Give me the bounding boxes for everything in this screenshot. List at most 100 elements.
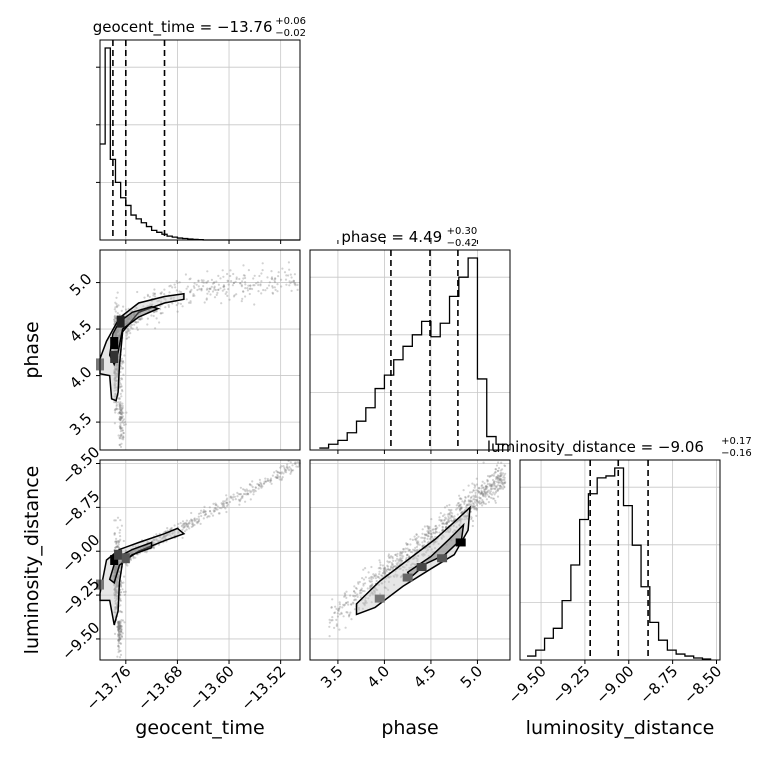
sample-point bbox=[155, 539, 158, 542]
sample-point bbox=[177, 530, 180, 534]
sample-point bbox=[503, 485, 506, 488]
sample-point bbox=[121, 415, 124, 418]
sample-point bbox=[119, 417, 122, 420]
sample-point bbox=[113, 395, 116, 398]
sample-point bbox=[246, 492, 249, 495]
sample-point bbox=[115, 590, 118, 593]
sample-point bbox=[262, 482, 265, 485]
sample-point bbox=[475, 514, 478, 518]
sample-point bbox=[219, 287, 222, 290]
sample-point bbox=[277, 271, 280, 274]
sample-point bbox=[167, 533, 170, 536]
sample-point bbox=[120, 611, 124, 614]
sample-point bbox=[242, 277, 245, 280]
sample-point bbox=[488, 495, 491, 499]
sample-point bbox=[241, 496, 244, 499]
sample-point bbox=[500, 477, 503, 480]
sample-point bbox=[115, 379, 118, 383]
sample-point bbox=[116, 375, 119, 378]
sample-point bbox=[114, 368, 117, 371]
sample-point bbox=[276, 290, 279, 293]
xtick-label-luminosity_distance: −8.75 bbox=[636, 662, 681, 707]
sample-point bbox=[244, 287, 247, 290]
sample-point bbox=[152, 294, 155, 297]
sample-point bbox=[114, 589, 117, 592]
sample-point bbox=[115, 589, 118, 592]
sample-point bbox=[113, 409, 116, 412]
sample-point bbox=[328, 621, 331, 624]
sample-point bbox=[214, 288, 217, 292]
sample-point bbox=[115, 540, 118, 543]
sample-point bbox=[119, 405, 122, 408]
sample-point bbox=[489, 490, 492, 493]
sample-point bbox=[120, 624, 123, 627]
sample-point bbox=[273, 279, 276, 282]
sample-point bbox=[500, 461, 503, 464]
sample-point bbox=[421, 532, 424, 535]
sample-point bbox=[159, 539, 162, 542]
sample-point bbox=[205, 298, 208, 301]
sample-point bbox=[338, 607, 341, 610]
sample-point bbox=[170, 297, 173, 300]
sample-point bbox=[155, 317, 158, 320]
sample-point bbox=[118, 417, 121, 420]
title-err-minus: −0.02 bbox=[275, 28, 306, 39]
sample-point bbox=[242, 274, 245, 277]
sample-point bbox=[124, 420, 127, 424]
sample-point bbox=[347, 603, 350, 606]
frame-time-dist bbox=[99, 459, 301, 661]
sample-point bbox=[222, 284, 225, 287]
sample-point bbox=[117, 635, 120, 638]
sample-point bbox=[117, 356, 120, 359]
sample-point bbox=[164, 535, 167, 538]
sample-point bbox=[117, 434, 120, 437]
sample-point bbox=[415, 533, 418, 537]
sample-point bbox=[122, 418, 126, 421]
sample-point bbox=[113, 608, 117, 612]
sample-point bbox=[116, 367, 119, 370]
sample-point bbox=[122, 432, 125, 435]
sample-point bbox=[119, 538, 122, 541]
hist-bar bbox=[403, 346, 412, 450]
sample-point bbox=[264, 480, 267, 483]
xtick-label-geocent_time: −13.68 bbox=[134, 662, 186, 714]
sample-point bbox=[130, 327, 133, 330]
sample-point bbox=[446, 520, 449, 523]
sample-point bbox=[152, 539, 155, 542]
sample-point bbox=[119, 412, 122, 415]
sample-point bbox=[423, 540, 426, 543]
sample-point bbox=[114, 591, 117, 594]
sample-point bbox=[268, 479, 272, 482]
sample-point bbox=[120, 309, 123, 312]
sample-point bbox=[257, 484, 261, 487]
sample-point bbox=[222, 502, 226, 505]
sample-point bbox=[120, 360, 124, 363]
sample-point bbox=[119, 418, 122, 421]
sample-point bbox=[117, 621, 120, 624]
sample-point bbox=[258, 274, 261, 278]
sample-point bbox=[382, 567, 385, 570]
sample-point bbox=[117, 627, 120, 630]
sample-point bbox=[444, 516, 447, 519]
sample-point bbox=[242, 290, 245, 293]
sample-point bbox=[480, 491, 483, 494]
sample-point bbox=[123, 575, 126, 578]
sample-point bbox=[278, 475, 281, 478]
title-main: phase = 4.49 bbox=[341, 228, 442, 246]
sample-point bbox=[259, 283, 262, 286]
sample-point bbox=[118, 397, 121, 400]
sample-point bbox=[113, 378, 117, 382]
sample-point bbox=[114, 593, 117, 596]
sample-point bbox=[113, 588, 116, 591]
sample-point bbox=[113, 389, 116, 392]
sample-point bbox=[114, 587, 117, 591]
sample-point bbox=[116, 526, 119, 529]
sample-point bbox=[401, 557, 404, 560]
sample-point bbox=[181, 528, 184, 531]
sample-point bbox=[157, 543, 161, 546]
sample-point bbox=[377, 567, 380, 570]
sample-point bbox=[175, 289, 178, 292]
sample-point bbox=[458, 509, 461, 512]
sample-point bbox=[411, 538, 414, 542]
sample-point bbox=[120, 585, 123, 588]
